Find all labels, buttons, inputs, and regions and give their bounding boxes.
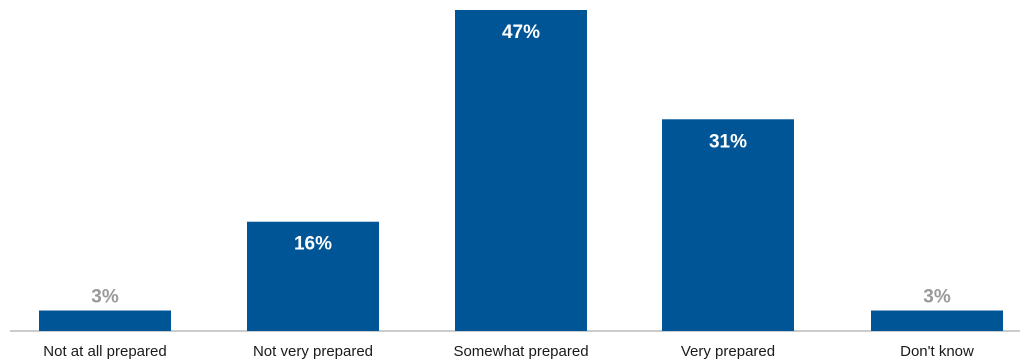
bar-4 — [871, 310, 1003, 331]
category-label-1: Not very prepared — [253, 343, 373, 360]
value-labels-group: 3% 16% 47% 31% 3% — [91, 22, 951, 308]
bar-3 — [662, 119, 794, 331]
category-label-2: Somewhat prepared — [453, 343, 588, 360]
category-label-0: Not at all prepared — [43, 343, 166, 360]
category-label-4: Don't know — [900, 343, 974, 360]
bar-1 — [247, 221, 379, 331]
value-label-0: 3% — [91, 287, 119, 308]
value-label-3: 31% — [709, 131, 747, 152]
value-label-4: 3% — [923, 287, 951, 308]
category-label-3: Very prepared — [681, 343, 775, 360]
bar-0 — [39, 310, 171, 331]
value-label-1: 16% — [294, 234, 332, 255]
bar-2 — [455, 10, 587, 331]
bars-group — [39, 10, 1003, 331]
value-label-2: 47% — [502, 22, 540, 43]
category-labels-group: Not at all prepared Not very prepared Some… — [43, 343, 974, 360]
